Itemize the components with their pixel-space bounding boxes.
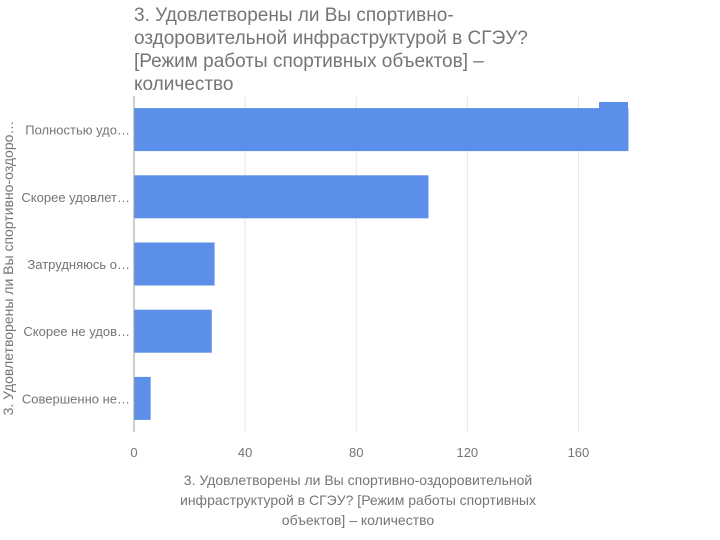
x-tick-label: 40 bbox=[238, 445, 252, 460]
x-axis-label: 3. Удовлетворены ли Вы спортивно-оздоров… bbox=[180, 472, 536, 528]
bar bbox=[134, 175, 429, 219]
bars-group bbox=[134, 108, 629, 420]
category-label: Совершенно не… bbox=[22, 391, 130, 406]
legend-swatch bbox=[599, 102, 628, 115]
category-label: Полностью удо… bbox=[25, 123, 130, 138]
bar bbox=[134, 242, 215, 286]
category-labels: Полностью удо… Скорее удовлет… Затрудняюсь… bbox=[21, 123, 130, 407]
x-axis-label-line: 3. Удовлетворены ли Вы спортивно-оздоров… bbox=[184, 472, 532, 488]
x-tick-labels: 0 40 80 120 160 bbox=[130, 445, 589, 460]
category-label: Скорее удовлет… bbox=[21, 190, 130, 205]
x-tick-label: 80 bbox=[349, 445, 363, 460]
category-label: Затрудняюсь о… bbox=[27, 257, 130, 272]
x-axis-label-line: объектов] – количество bbox=[282, 512, 435, 528]
x-tick-label: 120 bbox=[456, 445, 478, 460]
y-axis-label: 3. Удовлетворены ли Вы спортивно-оздоро… bbox=[0, 121, 16, 416]
chart-title: 3. Удовлетворены ли Вы спортивно- оздоро… bbox=[134, 5, 528, 95]
x-tick-label: 0 bbox=[130, 445, 137, 460]
bar bbox=[134, 309, 212, 353]
x-tick-label: 160 bbox=[568, 445, 590, 460]
bar bbox=[134, 376, 151, 420]
category-label: Скорее не удов… bbox=[23, 324, 130, 339]
x-axis-label-line: инфраструктурой в СГЭУ? [Режим работы сп… bbox=[180, 492, 536, 508]
bar bbox=[134, 108, 629, 152]
grid-lines bbox=[244, 96, 579, 432]
